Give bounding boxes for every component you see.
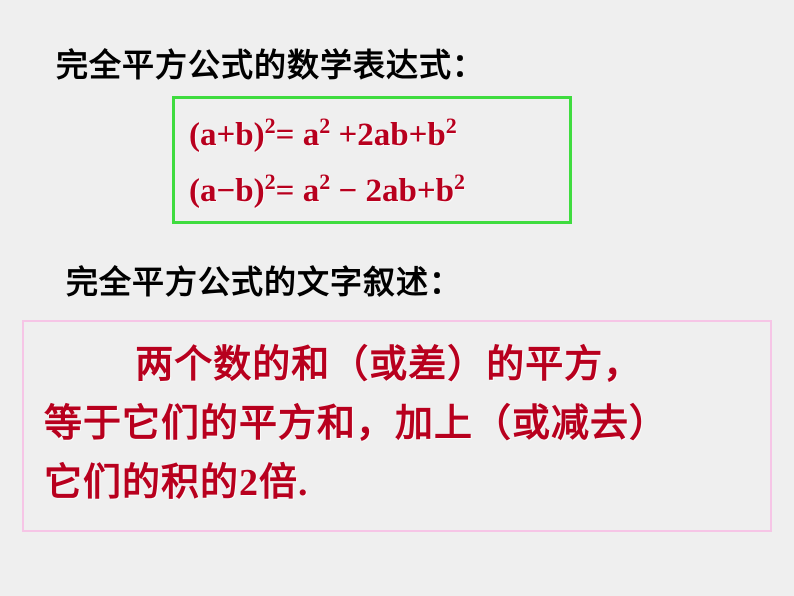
desc-line2: 等于它们的平方和，加上（或减去）	[44, 403, 668, 445]
desc-line1: 两个数的和（或差）的平方，	[135, 344, 642, 386]
formula-box: (a+b)2= a2 +2ab+b2 (a−b)2= a2 − 2ab+b2	[172, 96, 572, 224]
formula-minus: (a−b)2= a2 − 2ab+b2	[189, 163, 555, 219]
desc-line3-pre: 它们的积的	[44, 462, 239, 504]
description-text: 两个数的和（或差）的平方， 等于它们的平方和，加上（或减去） 它们的积的2倍.	[44, 336, 750, 513]
desc-line3-num: 2	[239, 462, 259, 504]
desc-line3-post: 倍.	[259, 462, 309, 504]
description-box: 两个数的和（或差）的平方， 等于它们的平方和，加上（或减去） 它们的积的2倍.	[22, 320, 772, 532]
heading-math-expression: 完全平方公式的数学表达式：	[56, 40, 485, 86]
formula-plus: (a+b)2= a2 +2ab+b2	[189, 107, 555, 163]
heading2-text: 完全平方公式的文字叙述：	[66, 264, 462, 300]
heading1-text: 完全平方公式的数学表达式：	[56, 47, 485, 83]
heading-text-description: 完全平方公式的文字叙述：	[66, 257, 462, 303]
slide: 完全平方公式的数学表达式： (a+b)2= a2 +2ab+b2 (a−b)2=…	[0, 0, 794, 596]
